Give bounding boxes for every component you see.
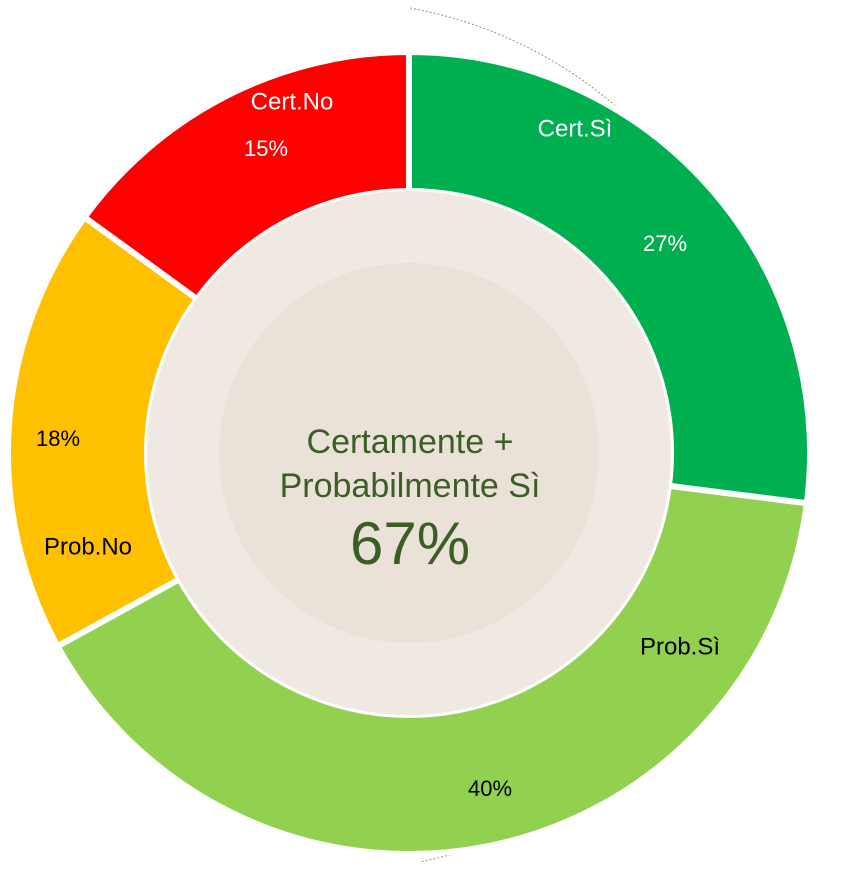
center-value: 67%: [200, 508, 620, 580]
category-label: Prob.No: [44, 533, 132, 560]
page: Cert.Sì 27% Prob.Sì 40% Prob.No 18% Cert.No 15%…: [0, 0, 842, 890]
value-label: 18%: [36, 426, 80, 451]
value-label: 27%: [643, 231, 687, 256]
category-label: Cert.Sì: [538, 115, 613, 142]
value-label: 40%: [468, 776, 512, 801]
center-label: Certamente + Probabilmente Sì 67%: [200, 420, 620, 580]
center-text: Certamente + Probabilmente Sì: [200, 420, 620, 508]
category-label: Cert.No: [251, 88, 334, 115]
value-label: 15%: [244, 136, 288, 161]
category-label: Prob.Sì: [640, 633, 720, 660]
